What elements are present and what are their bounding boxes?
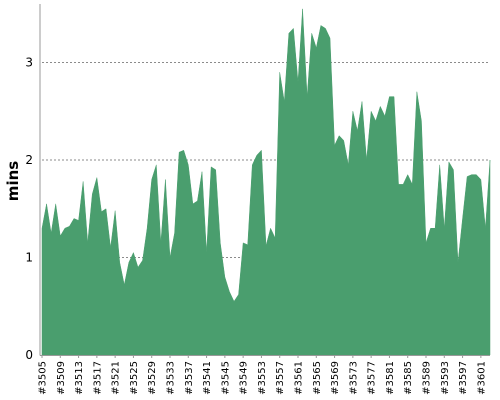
x-tick-label: #3533	[166, 361, 177, 395]
x-tick-label: #3509	[56, 361, 67, 395]
x-tick-label: #3521	[111, 361, 122, 395]
x-tick-label: #3581	[385, 361, 396, 395]
x-tick-label: #3541	[202, 361, 213, 395]
x-tick-label: #3561	[294, 361, 305, 395]
x-tick-label: #3569	[330, 361, 341, 395]
x-tick-label: #3529	[147, 361, 158, 395]
x-tick-labels: #3505 #3509 #3513 #3517 #3521 #3525 #3529 #3533…	[38, 355, 487, 395]
area-series	[41, 8, 491, 356]
x-tick-label: #3573	[348, 361, 359, 395]
x-tick-label: #3549	[239, 361, 250, 395]
x-tick-label: #3597	[458, 361, 469, 395]
x-tick-label: #3513	[74, 361, 85, 395]
x-tick-label: #3593	[440, 361, 451, 395]
x-tick-label: #3565	[312, 361, 323, 395]
x-tick-label: #3557	[275, 361, 286, 395]
x-tick-label: #3585	[403, 361, 414, 395]
x-tick-label: #3525	[129, 361, 140, 395]
y-tick-labels: 0 1 2 3	[25, 56, 33, 363]
x-tick-label: #3589	[422, 361, 433, 395]
y-tick-label: 0	[25, 348, 33, 362]
x-tick-label: #3545	[220, 361, 231, 395]
y-tick-label: 3	[25, 56, 33, 70]
y-tick-label: 1	[25, 251, 33, 265]
x-tick-label: #3537	[184, 361, 195, 395]
x-tick-label: #3517	[92, 361, 103, 395]
x-tick-label: #3553	[257, 361, 268, 395]
x-tick-label: #3601	[476, 361, 487, 395]
x-tick-label: #3577	[367, 361, 378, 395]
y-tick-label: 2	[25, 153, 33, 167]
x-tick-label: #3505	[38, 361, 49, 395]
y-axis-label: mins	[4, 161, 22, 201]
